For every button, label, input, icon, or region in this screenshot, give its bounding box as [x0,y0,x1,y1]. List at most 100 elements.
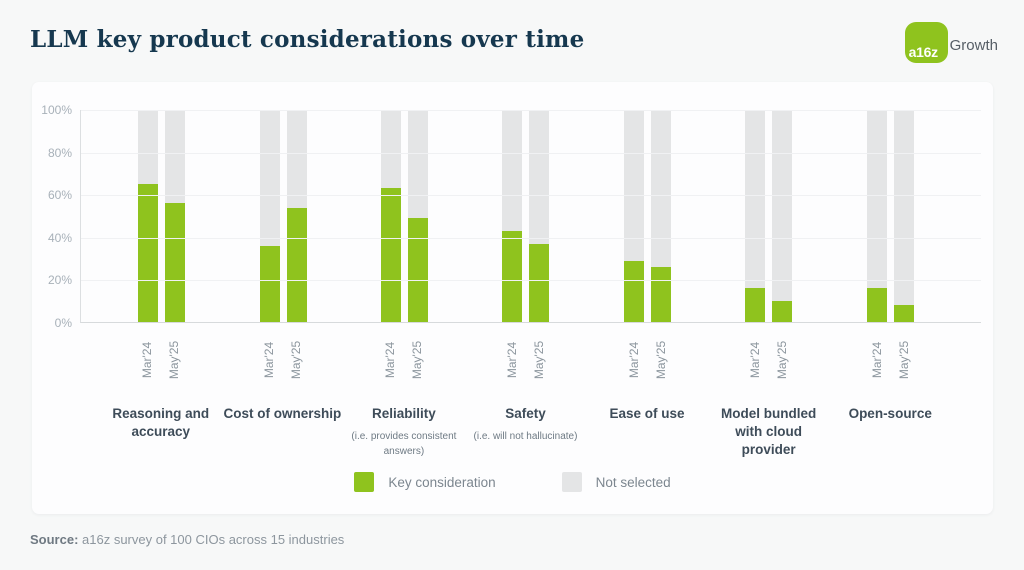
category-label: Safety [505,406,546,421]
category-label: Model bundled with cloud provider [721,406,817,458]
category-cell: Reasoning and accuracy [100,405,222,460]
not-selected-segment [286,110,307,208]
key-consideration-segment [772,300,793,322]
bar-group [587,110,708,322]
legend-swatch [561,472,582,492]
x-tick-label: May'25 [167,340,182,380]
x-tick-label: Mar'24 [383,341,398,379]
category-label: Cost of ownership [223,406,342,421]
key-consideration-segment [893,305,914,322]
legend-item: Not selected [561,472,671,492]
key-consideration-segment [138,184,159,322]
a16z-logo-text: a16z [908,44,938,60]
category-label: Open-source [848,406,932,421]
not-selected-segment [745,110,766,289]
x-tick-label: May'25 [896,340,911,380]
logo-suffix-label: Growth [949,37,998,54]
category-cell: Model bundled with cloud provider [708,405,830,460]
not-selected-segment [650,110,671,267]
x-tick-label: Mar'24 [504,341,519,379]
stacked-bar [408,110,429,322]
stacked-bar [165,110,186,322]
x-tick-label: May'25 [653,340,668,380]
key-consideration-segment [745,288,766,322]
gridline-20 [81,280,981,282]
not-selected-segment [623,110,644,261]
not-selected-segment [529,110,550,244]
bar-columns [81,110,981,322]
source-label: Source: [30,532,79,547]
category-sublabel: (i.e. will not hallucinate) [473,431,578,443]
category-label: Reasoning and accuracy [112,406,210,440]
x-tick-group: Mar'24 May'25 [586,329,708,391]
bar-group [344,110,465,322]
gridline-80 [81,152,981,154]
legend-label: Key consideration [388,474,496,490]
x-tick-group: Mar'24 May'25 [829,329,951,391]
key-consideration-segment [623,260,644,322]
key-consideration-segment [650,266,671,322]
chart-card: 0% 20% 40% 60% 80% 100% Mar'24 May'25 Mar'24 May… [32,82,993,514]
chart-legend: Key consideration Not selected [32,472,993,492]
gridline-40 [81,237,981,239]
key-consideration-segment [381,188,402,322]
page-title: LLM key product considerations over time [30,26,585,53]
bar-group [222,110,343,322]
category-cell: Safety (i.e. will not hallucinate) [465,405,587,460]
y-tick-label: 60% [47,188,72,203]
not-selected-segment [259,110,280,246]
not-selected-segment [381,110,402,189]
gridline-100 [81,110,981,111]
x-tick-label: Mar'24 [261,341,276,379]
x-tick-label: Mar'24 [140,341,155,379]
y-tick-label: 80% [47,145,72,160]
x-tick-group: Mar'24 May'25 [222,329,344,391]
not-selected-segment [866,110,887,289]
stacked-bar [502,110,523,322]
x-tick-group: Mar'24 May'25 [100,329,222,391]
stacked-bar [650,110,671,322]
category-label: Reliability [372,406,436,421]
x-tick-label: Mar'24 [626,341,641,379]
x-tick-group: Mar'24 May'25 [343,329,465,391]
bar-chart: 0% 20% 40% 60% 80% 100% Mar'24 May'25 Mar'24 May… [41,103,981,460]
plot-area: 0% 20% 40% 60% 80% 100% [41,103,981,330]
category-cell: Cost of ownership [222,405,344,460]
y-tick-label: 0% [54,316,72,330]
gridline-60 [81,195,981,197]
category-cell: Reliability (i.e. provides consistent ans… [343,405,465,460]
x-tick-group: Mar'24 May'25 [465,329,587,391]
stacked-bar [529,110,550,322]
stacked-bar [623,110,644,322]
a16z-growth-logo: a16z Growth [904,22,998,63]
x-tick-label: Mar'24 [869,341,884,379]
not-selected-segment [138,110,159,185]
key-consideration-segment [286,207,307,322]
x-tick-label: May'25 [775,340,790,380]
stacked-bar [772,110,793,322]
y-tick-label: 100% [41,103,72,117]
stacked-bar [286,110,307,322]
not-selected-segment [893,110,914,306]
legend-item: Key consideration [354,472,496,492]
source-text: a16z survey of 100 CIOs across 15 indust… [78,532,345,547]
key-consideration-segment [165,203,186,322]
stacked-bar [259,110,280,322]
not-selected-segment [408,110,429,219]
not-selected-segment [165,110,186,204]
x-tick-label: Mar'24 [748,341,763,379]
category-sublabel: (i.e. provides consistent answers) [351,431,457,458]
key-consideration-segment [259,245,280,322]
a16z-logo-mark: a16z [904,22,948,63]
x-tick-label: May'25 [410,340,425,380]
stacked-bar [866,110,887,322]
bar-group [465,110,586,322]
key-consideration-segment [502,230,523,322]
category-cell: Ease of use [586,405,708,460]
category-label-row: Reasoning and accuracy Cost of ownership R… [80,405,981,460]
x-tick-label: May'25 [288,340,303,380]
stacked-bar [138,110,159,322]
legend-label: Not selected [595,474,671,490]
y-tick-label: 20% [47,273,72,288]
key-consideration-segment [408,218,429,322]
